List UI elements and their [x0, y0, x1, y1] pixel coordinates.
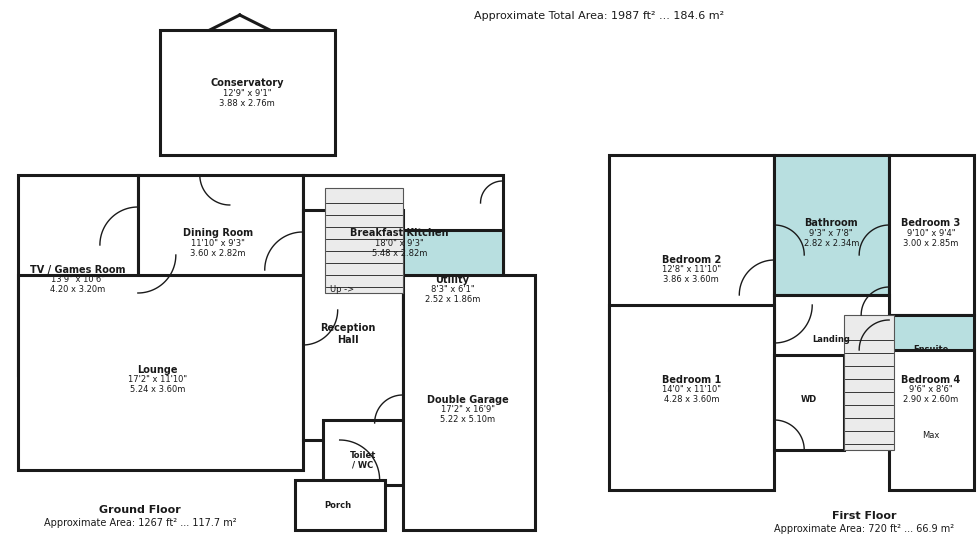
Text: Porch: Porch — [324, 500, 351, 509]
Text: 2.82 x 2.34m: 2.82 x 2.34m — [804, 238, 858, 247]
Text: 4.20 x 3.20m: 4.20 x 3.20m — [50, 286, 106, 294]
Bar — [774, 295, 889, 390]
Bar — [324, 188, 403, 293]
Text: Utility: Utility — [435, 275, 469, 285]
Text: Bathroom: Bathroom — [805, 218, 858, 228]
Bar — [403, 230, 503, 345]
Text: Double Garage: Double Garage — [426, 395, 509, 405]
Text: 18'0" x 9'3": 18'0" x 9'3" — [375, 238, 424, 247]
Text: First Floor: First Floor — [832, 511, 897, 521]
Bar — [774, 155, 889, 295]
Text: 17'2" x 16'9": 17'2" x 16'9" — [441, 406, 495, 414]
Bar — [844, 315, 894, 450]
Text: 2.90 x 2.60m: 2.90 x 2.60m — [904, 395, 958, 405]
Text: 5.24 x 3.60m: 5.24 x 3.60m — [130, 386, 185, 394]
Text: Reception: Reception — [320, 323, 375, 333]
Text: Landing: Landing — [812, 336, 850, 344]
Text: Conservatory: Conservatory — [210, 78, 283, 88]
Text: 3.88 x 2.76m: 3.88 x 2.76m — [219, 98, 274, 108]
Text: 12'9" x 9'1": 12'9" x 9'1" — [222, 88, 271, 97]
Text: Ensuite: Ensuite — [913, 345, 949, 355]
Text: Approximate Area: 720 ft² ... 66.9 m²: Approximate Area: 720 ft² ... 66.9 m² — [774, 524, 955, 534]
Text: Up ->: Up -> — [329, 286, 354, 294]
Text: 9'6" x 8'6": 9'6" x 8'6" — [909, 386, 953, 394]
Text: TV / Games Room: TV / Games Room — [30, 265, 125, 275]
Text: Bedroom 4: Bedroom 4 — [902, 375, 960, 385]
Bar — [610, 305, 774, 490]
Bar — [889, 155, 974, 315]
Text: Approximate Total Area: 1987 ft² ... 184.6 m²: Approximate Total Area: 1987 ft² ... 184… — [474, 11, 724, 21]
Bar — [610, 155, 774, 390]
Text: Ground Floor: Ground Floor — [99, 505, 180, 515]
Text: 3.00 x 2.85m: 3.00 x 2.85m — [904, 238, 958, 247]
Text: 5.48 x 2.82m: 5.48 x 2.82m — [372, 249, 427, 258]
Text: 2.52 x 1.86m: 2.52 x 1.86m — [425, 295, 480, 305]
Bar — [18, 275, 303, 470]
Text: / WC: / WC — [352, 461, 373, 470]
Text: Lounge: Lounge — [137, 365, 178, 375]
Text: Bedroom 2: Bedroom 2 — [662, 255, 721, 265]
Text: Max: Max — [922, 430, 940, 440]
Text: Toilet: Toilet — [350, 450, 376, 459]
Text: 3.86 x 3.60m: 3.86 x 3.60m — [663, 275, 719, 285]
Text: 13'9" x 10'6": 13'9" x 10'6" — [51, 275, 105, 285]
Polygon shape — [210, 15, 270, 30]
Text: 9'10" x 9'4": 9'10" x 9'4" — [906, 229, 955, 237]
Bar — [295, 480, 384, 530]
Text: 4.28 x 3.60m: 4.28 x 3.60m — [663, 395, 719, 405]
Text: Bedroom 1: Bedroom 1 — [662, 375, 721, 385]
Bar — [403, 275, 535, 530]
Bar — [303, 210, 403, 440]
Text: Hall: Hall — [337, 335, 359, 345]
Bar — [160, 30, 335, 155]
Text: 12'8" x 11'10": 12'8" x 11'10" — [662, 265, 721, 274]
Bar — [322, 420, 403, 485]
Bar — [138, 175, 303, 310]
Text: Approximate Area: 1267 ft² ... 117.7 m²: Approximate Area: 1267 ft² ... 117.7 m² — [43, 518, 236, 528]
Text: 17'2" x 11'10": 17'2" x 11'10" — [128, 376, 187, 385]
Text: 3.60 x 2.82m: 3.60 x 2.82m — [190, 249, 246, 258]
Text: 5.22 x 5.10m: 5.22 x 5.10m — [440, 415, 495, 424]
Text: Bedroom 3: Bedroom 3 — [902, 218, 960, 228]
Bar — [889, 350, 974, 490]
Bar — [889, 315, 974, 390]
Text: 9'3" x 7'8": 9'3" x 7'8" — [809, 229, 853, 237]
Bar — [303, 175, 503, 310]
Bar — [774, 355, 844, 450]
Text: 8'3" x 6'1": 8'3" x 6'1" — [431, 286, 474, 294]
Text: 11'10" x 9'3": 11'10" x 9'3" — [191, 238, 245, 247]
Text: Dining Room: Dining Room — [182, 228, 253, 238]
Text: Breakfast Kitchen: Breakfast Kitchen — [351, 228, 449, 238]
Text: 14'0" x 11'10": 14'0" x 11'10" — [662, 386, 721, 394]
Text: WD: WD — [801, 395, 817, 405]
Bar — [18, 175, 138, 375]
